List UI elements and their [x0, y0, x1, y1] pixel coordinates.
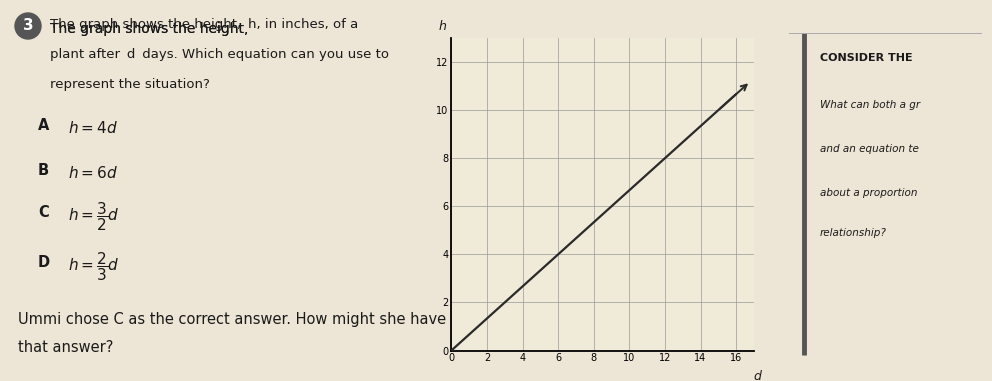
Text: CONSIDER THE: CONSIDER THE	[819, 53, 913, 64]
Text: and an equation te: and an equation te	[819, 144, 919, 154]
Text: plant after  d  days. Which equation can you use to: plant after d days. Which equation can y…	[50, 48, 389, 61]
Text: What can both a gr: What can both a gr	[819, 101, 920, 110]
Text: 3: 3	[23, 19, 34, 34]
Text: The graph shows the height,: The graph shows the height,	[50, 22, 253, 36]
Text: relationship?: relationship?	[819, 228, 887, 238]
Text: $h = 6d$: $h = 6d$	[68, 165, 118, 181]
Text: h: h	[438, 20, 446, 33]
Text: The graph shows the height,: The graph shows the height,	[50, 22, 253, 36]
Circle shape	[15, 13, 41, 39]
Text: Ummi chose C as the correct answer. How might she have gotten: Ummi chose C as the correct answer. How …	[18, 312, 499, 327]
Text: C: C	[38, 205, 49, 220]
Text: d: d	[754, 370, 762, 381]
Text: A: A	[38, 118, 50, 133]
Text: B: B	[38, 163, 50, 178]
Text: $h = \dfrac{2}{3}d$: $h = \dfrac{2}{3}d$	[68, 250, 120, 283]
Text: D: D	[38, 255, 51, 270]
Text: $h = \dfrac{3}{2}d$: $h = \dfrac{3}{2}d$	[68, 200, 120, 233]
Text: $h = 4d$: $h = 4d$	[68, 120, 118, 136]
Text: The graph shows the height,  h, in inches, of a: The graph shows the height, h, in inches…	[50, 18, 358, 31]
Text: that answer?: that answer?	[18, 340, 113, 355]
Text: represent the situation?: represent the situation?	[50, 78, 210, 91]
Text: about a proportion: about a proportion	[819, 187, 917, 198]
